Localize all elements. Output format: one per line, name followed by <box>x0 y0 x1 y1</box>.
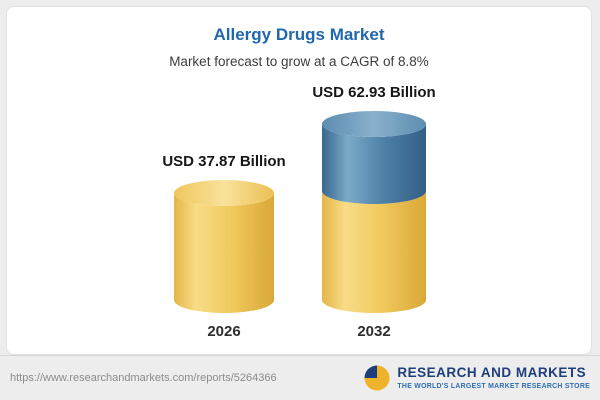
cylinder-bar-2026 <box>174 180 274 313</box>
footer: https://www.researchandmarkets.com/repor… <box>0 355 600 400</box>
researchandmarkets-logo: RESEARCH AND MARKETS THE WORLD'S LARGEST… <box>364 365 590 391</box>
bar-chart: USD 37.87 Billion <box>7 84 591 340</box>
chart-title: Allergy Drugs Market <box>213 25 385 44</box>
value-label-2026: USD 37.87 Billion <box>162 153 286 170</box>
bar-group-2032: USD 62.93 Billion <box>299 84 449 340</box>
logo-title: RESEARCH AND MARKETS <box>397 365 587 381</box>
chart-card: Allergy Drugs Market Market forecast to … <box>6 6 592 355</box>
logo-tagline: THE WORLD'S LARGEST MARKET RESEARCH STOR… <box>397 382 590 390</box>
bar-group-2026: USD 37.87 Billion <box>149 153 299 340</box>
cylinder-bar-2032 <box>322 111 426 313</box>
report-url-link[interactable]: https://www.researchandmarkets.com/repor… <box>10 372 277 384</box>
year-label-2032: 2032 <box>357 323 391 340</box>
year-label-2026: 2026 <box>207 323 241 340</box>
researchandmarkets-logo-icon <box>364 365 390 391</box>
logo-text-block: RESEARCH AND MARKETS THE WORLD'S LARGEST… <box>397 365 590 390</box>
chart-subtitle: Market forecast to grow at a CAGR of 8.8… <box>169 54 429 69</box>
value-label-2032: USD 62.93 Billion <box>312 84 436 101</box>
